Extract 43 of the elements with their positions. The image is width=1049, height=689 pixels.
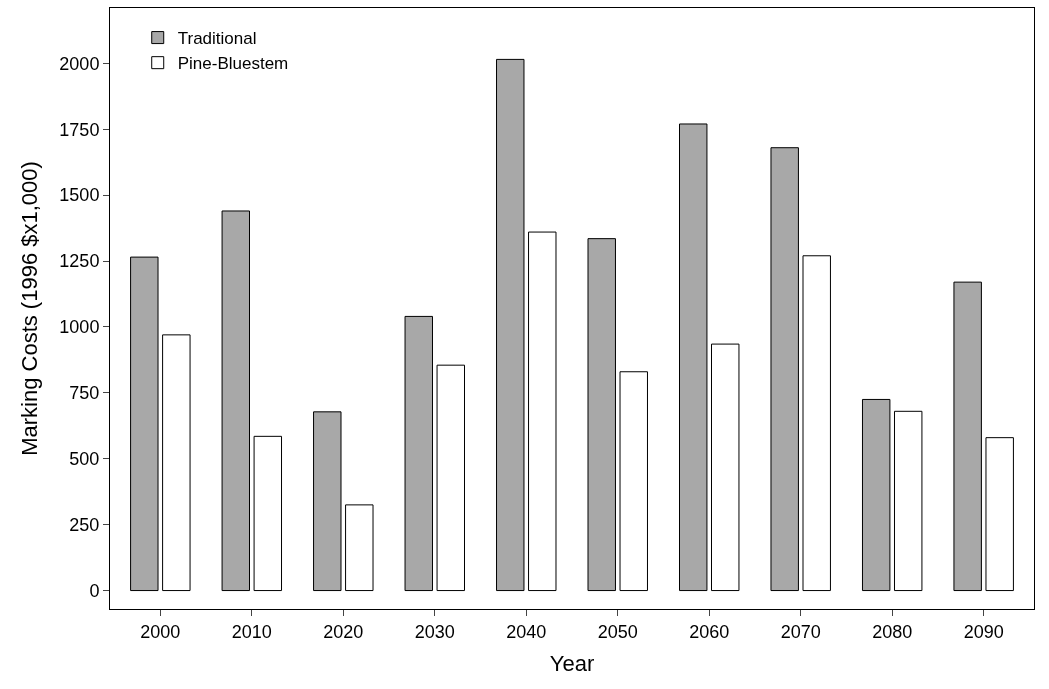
y-tick-label: 500 <box>69 449 100 470</box>
bar <box>221 210 251 592</box>
x-tick-label: 2000 <box>140 621 181 642</box>
y-tick-label: 750 <box>69 383 100 404</box>
y-tick-label: 1250 <box>59 251 100 272</box>
x-axis-title: Year <box>549 651 595 677</box>
bar <box>953 281 982 592</box>
legend-label: Pine-Bluestem <box>177 54 289 74</box>
x-tick-label: 2070 <box>780 621 821 642</box>
x-tick-label: 2020 <box>323 621 364 642</box>
bar <box>253 435 283 592</box>
bar <box>679 123 708 592</box>
x-tick-label: 2010 <box>231 621 272 642</box>
bar <box>587 238 616 592</box>
bar <box>985 437 1014 592</box>
bar <box>436 364 465 592</box>
y-tick-label: 0 <box>89 580 100 601</box>
bar <box>496 58 525 592</box>
bar <box>162 334 191 592</box>
y-tick-label: 1000 <box>59 317 100 338</box>
x-tick-label: 2090 <box>963 621 1004 642</box>
x-tick-label: 2040 <box>506 621 547 642</box>
bar <box>770 147 799 592</box>
bar <box>711 343 740 592</box>
bar <box>404 315 433 592</box>
bar <box>802 255 831 592</box>
bar <box>619 371 648 592</box>
y-tick-label: 1500 <box>59 185 100 206</box>
y-tick-label: 2000 <box>59 53 100 74</box>
y-tick-label: 1750 <box>59 119 100 140</box>
x-tick-label: 2030 <box>414 621 455 642</box>
bar <box>893 410 923 592</box>
y-axis-title: Marking Costs (1996 $x1,000) <box>17 161 43 456</box>
legend-label: Traditional <box>177 29 257 49</box>
x-tick-label: 2060 <box>689 621 730 642</box>
x-tick-label: 2080 <box>872 621 913 642</box>
bar <box>130 256 159 592</box>
bar <box>861 398 891 592</box>
bar <box>313 411 342 592</box>
bar <box>528 231 557 592</box>
x-tick-label: 2050 <box>597 621 638 642</box>
y-tick-label: 250 <box>69 514 100 535</box>
bar <box>345 504 374 592</box>
